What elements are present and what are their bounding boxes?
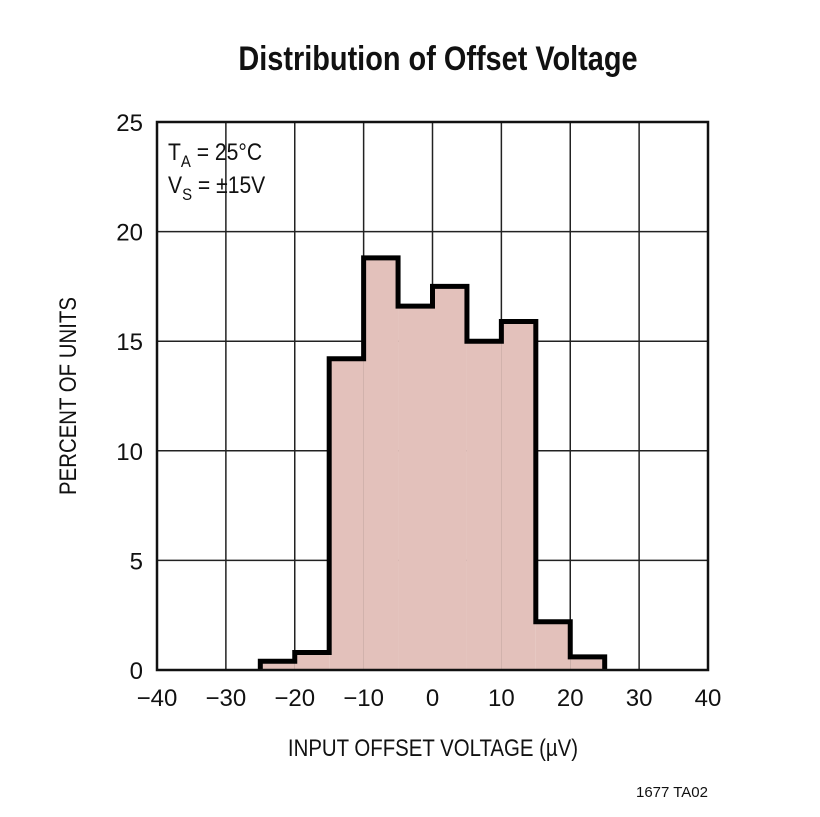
histogram-bar	[570, 656, 605, 670]
ta-sub: A	[181, 153, 191, 171]
histogram-bar	[466, 341, 502, 670]
vs-label: V	[168, 172, 182, 199]
y-tick-label: 15	[116, 329, 143, 356]
x-tick-label: 0	[426, 685, 439, 712]
x-ticks: −40 −30 −20 −10 0 10 20 30 40	[137, 685, 722, 712]
histogram-bar	[432, 286, 467, 670]
vs-sub: S	[182, 186, 192, 204]
y-axis-label: PERCENT OF UNITS	[54, 297, 81, 495]
y-tick-label: 10	[116, 439, 143, 466]
histogram-bar	[501, 321, 536, 670]
x-tick-label: 20	[557, 685, 584, 712]
histogram-bar	[398, 306, 433, 670]
y-tick-label: 20	[116, 220, 143, 247]
chart-title: Distribution of Offset Voltage	[238, 39, 637, 78]
svg-text:VS = ±15V: VS = ±15V	[168, 172, 265, 204]
histogram-bar	[535, 621, 571, 670]
ta-value: = 25°C	[191, 139, 262, 166]
histogram-outline	[257, 255, 608, 670]
x-tick-label: −30	[206, 685, 247, 712]
x-tick-label: 40	[695, 685, 722, 712]
vs-value: = ±15V	[192, 172, 265, 199]
bars	[257, 255, 608, 670]
y-tick-label: 5	[130, 548, 143, 575]
svg-text:TA = 25°C: TA = 25°C	[168, 139, 262, 171]
x-tick-label: −40	[137, 685, 178, 712]
x-tick-label: 10	[488, 685, 515, 712]
histogram-bar	[260, 661, 295, 670]
histogram-bar	[363, 257, 399, 670]
histogram-bar	[329, 358, 364, 670]
y-ticks: 0 5 10 15 20 25	[116, 110, 143, 685]
ta-label: T	[168, 139, 181, 166]
x-tick-label: −20	[274, 685, 315, 712]
histogram-bar	[294, 652, 330, 670]
plot-frame	[155, 120, 710, 672]
y-tick-label: 0	[130, 658, 143, 685]
x-axis-label: INPUT OFFSET VOLTAGE (µV)	[288, 734, 578, 761]
x-tick-label: −10	[343, 685, 384, 712]
footnote: 1677 TA02	[636, 784, 708, 801]
y-tick-label: 25	[116, 110, 143, 137]
x-tick-label: 30	[626, 685, 653, 712]
condition-annotation: TA = 25°C VS = ±15V	[168, 139, 265, 204]
